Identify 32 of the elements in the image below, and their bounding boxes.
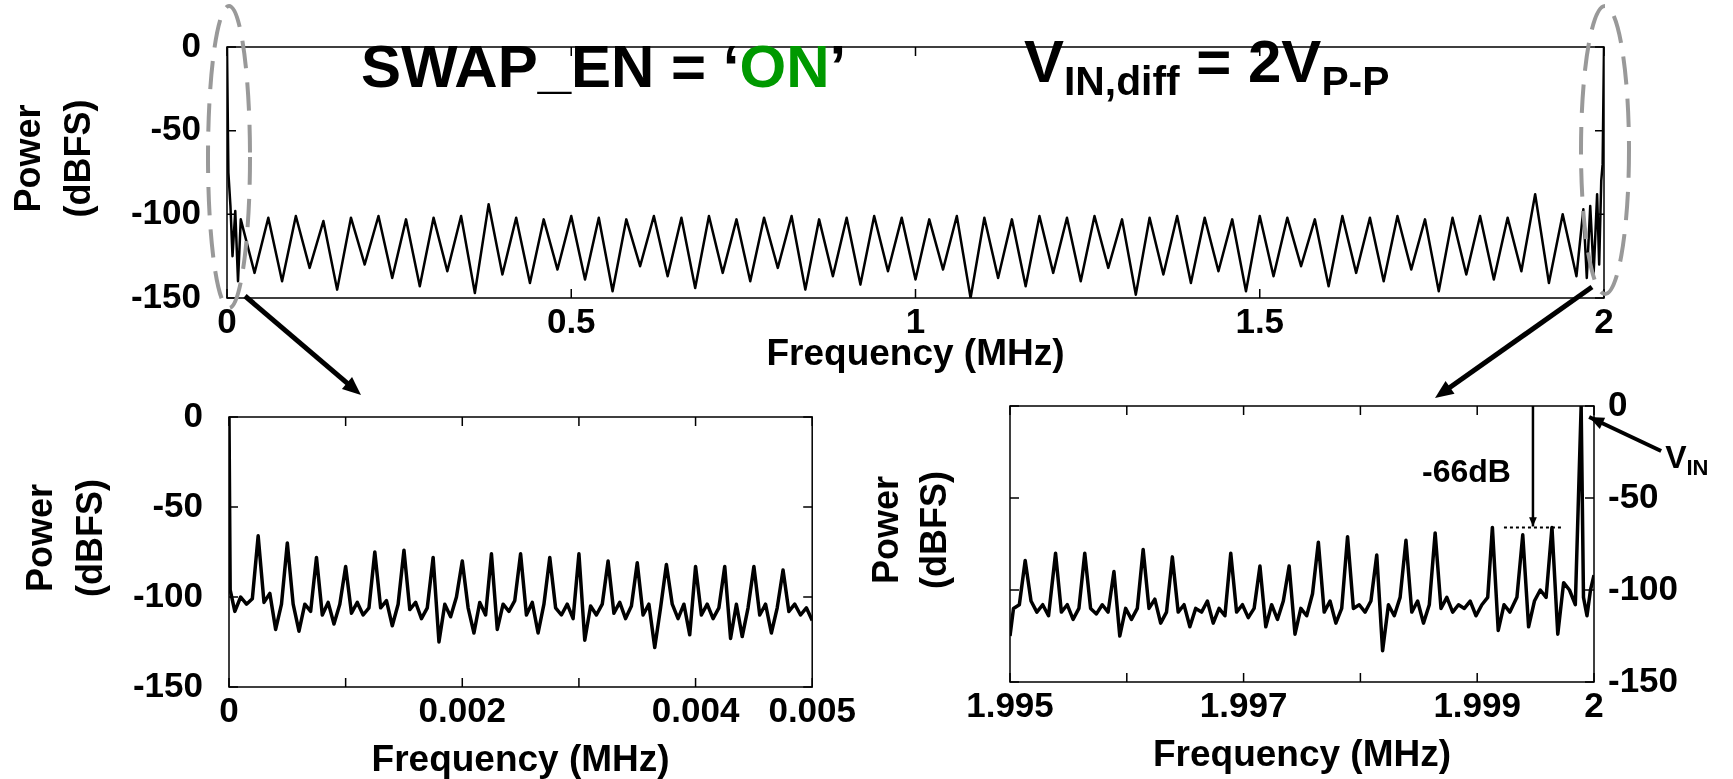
annotation: -66dB bbox=[1422, 453, 1511, 490]
x-axis-title: Frequency (MHz) bbox=[371, 738, 670, 779]
x-tick-label: 2 bbox=[1584, 684, 1604, 724]
y-tick-label: -50 bbox=[150, 108, 201, 148]
y-tick-label: -50 bbox=[1608, 475, 1659, 515]
x-tick-label: 2 bbox=[1594, 300, 1614, 340]
y-tick-label: -100 bbox=[132, 574, 203, 614]
y-tick-label: -150 bbox=[130, 275, 201, 315]
y-axis-title: Power (dBFS) bbox=[18, 479, 110, 597]
y-tick-label: -100 bbox=[1608, 567, 1679, 607]
x-tick-label: 1.999 bbox=[1433, 684, 1521, 724]
y-tick-label: -150 bbox=[132, 664, 203, 704]
x-tick-label: 0.002 bbox=[418, 689, 507, 729]
x-tick-label: 0 bbox=[217, 300, 237, 340]
x-tick-label: 1.997 bbox=[1199, 684, 1288, 724]
x-tick-label: 1.995 bbox=[966, 684, 1054, 724]
y-axis-title: Power (dBFS) bbox=[6, 99, 98, 218]
y-tick-label: 0 bbox=[181, 24, 201, 64]
chart-title: SWAP_EN = ‘ON’ bbox=[361, 33, 847, 100]
y-tick-label: 0 bbox=[1608, 383, 1628, 423]
y-tick-label: -50 bbox=[152, 484, 203, 524]
y-tick-label: 0 bbox=[183, 394, 203, 434]
y-tick-label: -100 bbox=[130, 191, 201, 231]
x-tick-label: 0.004 bbox=[651, 689, 740, 729]
x-axis-title: Frequency (MHz) bbox=[1152, 733, 1452, 775]
y-axis-title: Power (dBFS) bbox=[864, 471, 954, 589]
x-tick-label: 0.005 bbox=[768, 689, 856, 729]
y-tick-label: -150 bbox=[1608, 659, 1679, 699]
x-tick-label: 1.5 bbox=[1235, 300, 1285, 340]
annotation: V$_{IN,diff}$ = 2V$_{P-P}$ bbox=[1024, 28, 1390, 105]
x-tick-label: 0.5 bbox=[546, 300, 596, 340]
x-tick-label: 0 bbox=[219, 689, 239, 729]
